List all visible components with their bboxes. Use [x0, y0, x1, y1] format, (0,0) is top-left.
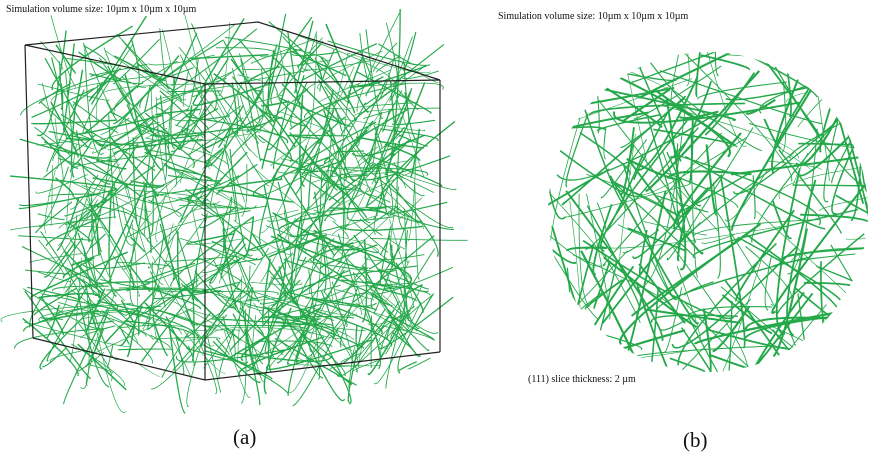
dislocation-line: [84, 87, 136, 133]
dislocation-line: [141, 263, 195, 283]
panel-b-header: Simulation volume size: 10µm x 10µm x 10…: [498, 11, 689, 22]
dislocation-line: [371, 127, 376, 167]
dislocation-line: [299, 36, 395, 88]
dislocation-line: [845, 318, 849, 364]
dislocation-line: [827, 46, 874, 219]
dislocation-line: [289, 135, 346, 136]
dislocation-line: [725, 55, 766, 62]
dislocation-line: [397, 140, 405, 230]
dislocation-line: [547, 52, 580, 71]
dislocation-line: [780, 342, 848, 373]
dislocation-line: [850, 0, 873, 133]
figure: Simulation volume size: 10µm x 10µm x 10…: [0, 0, 890, 456]
dislocation-line: [247, 206, 267, 208]
dislocation-slice: [479, 0, 890, 456]
dislocation-line: [278, 182, 288, 230]
dislocation-line: [702, 235, 735, 244]
dislocation-line: [338, 249, 360, 250]
dislocation-network-3d: [1, 9, 468, 413]
panel-a-caption: (a): [233, 425, 256, 449]
dislocation-line: [153, 337, 220, 339]
dislocation-line: [348, 328, 362, 402]
dislocation-line: [108, 220, 133, 283]
dislocation-line: [310, 259, 325, 278]
page: {"panel_a": {"header": "Simulation volum…: [0, 0, 890, 456]
dislocation-line: [176, 58, 228, 138]
dislocation-line: [338, 151, 364, 152]
dislocation-line: [326, 24, 369, 112]
dislocation-line: [64, 308, 108, 404]
panel-b-note: (111) slice thickness: 2 µm: [528, 374, 636, 385]
dislocation-line: [796, 72, 860, 165]
dislocation-line: [853, 35, 877, 167]
dislocation-line: [569, 266, 634, 382]
dislocation-line: [846, 238, 881, 240]
dislocation-line: [332, 215, 378, 235]
dislocation-line: [360, 219, 382, 235]
dislocation-line: [563, 305, 582, 330]
dislocation-line: [370, 238, 467, 240]
dislocation-line: [183, 70, 188, 106]
dislocation-line: [828, 308, 857, 416]
dislocation-line: [756, 211, 871, 318]
dislocation-line: [270, 124, 327, 166]
dislocation-line: [798, 0, 890, 127]
dislocation-line: [707, 144, 717, 214]
dislocation-line: [24, 322, 131, 347]
dislocation-line: [205, 325, 221, 392]
dislocation-line: [36, 174, 87, 193]
dislocation-line: [714, 208, 773, 306]
dislocation-line: [800, 44, 890, 76]
dislocation-line: [789, 271, 890, 396]
panel-b-caption: (b): [683, 428, 708, 452]
dislocation-line: [118, 349, 173, 350]
dislocation-line: [38, 240, 63, 276]
dislocation-line: [306, 309, 351, 404]
panel-a-header: Simulation volume size: 10µm x 10µm x 10…: [6, 4, 197, 15]
dislocation-line: [39, 294, 99, 298]
dislocation-line: [128, 194, 207, 237]
dislocation-line: [615, 9, 681, 161]
dislocation-line: [819, 191, 890, 211]
dislocation-line: [186, 59, 198, 111]
dislocation-line: [415, 184, 419, 280]
dislocation-line: [190, 55, 268, 58]
dislocation-line: [391, 184, 438, 256]
dislocation-line: [830, 348, 863, 376]
dislocation-line: [540, 280, 568, 422]
dislocation-line: [309, 168, 312, 209]
dislocation-line: [144, 85, 150, 112]
dislocation-line: [604, 127, 606, 159]
dislocation-line: [240, 70, 311, 83]
dislocation-line: [831, 245, 890, 383]
dislocation-line: [567, 268, 585, 449]
dislocation-line: [582, 330, 685, 365]
dislocation-line: [527, 226, 577, 263]
dislocation-line: [216, 101, 269, 186]
dislocation-line: [510, 169, 609, 231]
dislocation-line: [552, 278, 568, 433]
